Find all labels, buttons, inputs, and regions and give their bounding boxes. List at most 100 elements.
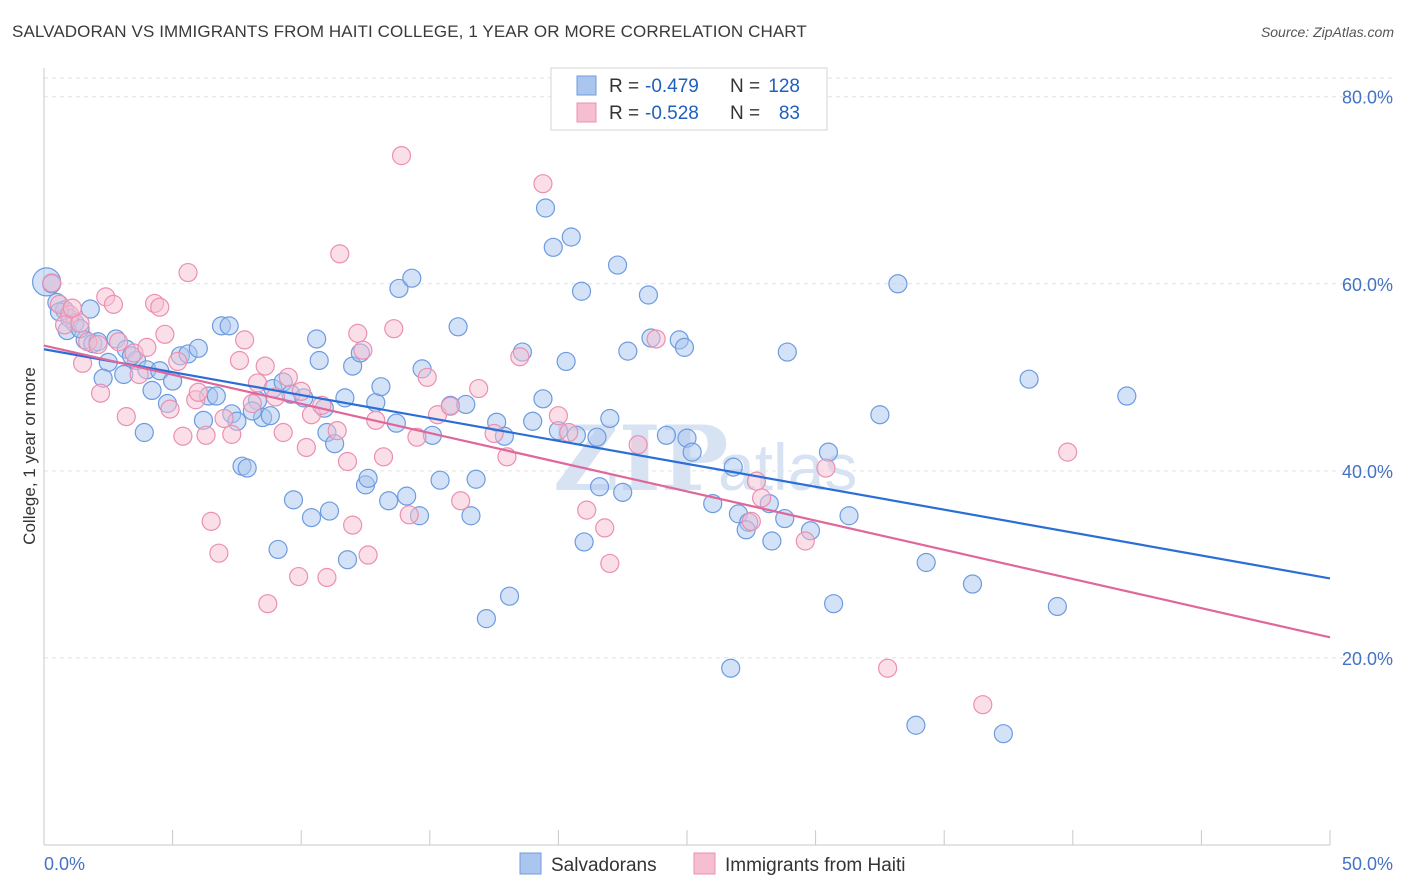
data-point-salvadorans [134, 422, 154, 443]
data-point-haiti [178, 262, 198, 283]
data-point-salvadorans [397, 486, 417, 506]
data-point-salvadorans [571, 281, 592, 301]
data-point-haiti [155, 324, 175, 344]
data-point-haiti [42, 273, 62, 293]
data-point-salvadorans [1019, 369, 1039, 389]
data-point-haiti [417, 367, 437, 387]
data-point-haiti [258, 594, 278, 614]
data-point-salvadorans [607, 255, 628, 275]
data-point-salvadorans [188, 338, 208, 358]
data-point-salvadorans [523, 411, 543, 431]
legend-n-label-1: N = [730, 76, 760, 97]
data-point-haiti [168, 351, 188, 372]
y-tick-labels: 20.0% 40.0% 60.0% 80.0% [1342, 88, 1393, 669]
data-point-salvadorans [307, 329, 327, 349]
watermark: ZIP atlas [553, 406, 857, 512]
y-tick-label: 40.0% [1342, 462, 1393, 482]
data-point-haiti [816, 458, 836, 478]
data-point-salvadorans [574, 532, 594, 552]
x-tick-label-max: 50.0% [1342, 854, 1393, 874]
data-point-haiti [137, 337, 157, 357]
legend-r-value-2: -0.528 [645, 103, 699, 124]
trend-line-haiti [43, 344, 1331, 639]
data-point-haiti [595, 518, 615, 538]
data-point-haiti [399, 505, 419, 525]
data-point-haiti [116, 407, 136, 427]
data-point-haiti [235, 330, 255, 350]
data-point-salvadorans [1117, 386, 1137, 406]
data-point-haiti [255, 356, 275, 376]
data-point-haiti [160, 399, 180, 419]
legend-n-label-2: N = [730, 103, 760, 124]
y-tick-label: 80.0% [1342, 88, 1393, 108]
data-point-haiti [348, 323, 368, 343]
data-point-haiti [70, 313, 90, 333]
data-point-salvadorans [448, 317, 468, 337]
data-point-salvadorans [430, 470, 450, 490]
data-point-salvadorans [870, 405, 890, 425]
legend-swatch-haiti [693, 852, 716, 875]
data-point-salvadorans [389, 278, 409, 299]
data-point-salvadorans [466, 469, 486, 489]
data-point-salvadorans [777, 342, 797, 362]
data-point-haiti [278, 367, 298, 387]
data-point-haiti [108, 332, 129, 352]
data-point-salvadorans [206, 386, 226, 406]
data-point-haiti [484, 423, 504, 444]
data-point-salvadorans [618, 341, 638, 361]
trend-line-salvadorans [43, 348, 1331, 580]
data-point-haiti [451, 491, 471, 511]
legend-r-label-2: R = [609, 103, 639, 124]
series-legend: Salvadorans Immigrants from Haiti [519, 852, 906, 876]
data-point-salvadorans [993, 724, 1013, 744]
series-salvadorans [31, 198, 1137, 744]
data-point-haiti [291, 381, 311, 401]
correlation-legend: R = -0.479 N = 128 R = -0.528 N = 83 [550, 67, 828, 131]
data-point-haiti [646, 329, 666, 349]
data-point-haiti [222, 424, 242, 444]
data-point-haiti [343, 515, 363, 535]
data-point-salvadorans [906, 715, 926, 735]
data-point-salvadorans [674, 337, 695, 357]
data-point-haiti [62, 298, 82, 318]
data-point-haiti [188, 382, 208, 402]
legend-r-value-1: -0.479 [645, 76, 699, 97]
data-point-salvadorans [600, 408, 620, 429]
data-point-salvadorans [499, 586, 520, 606]
data-point-haiti [327, 421, 347, 441]
data-point-haiti [201, 511, 221, 531]
data-point-haiti [229, 350, 250, 371]
data-point-salvadorans [219, 316, 239, 336]
data-point-salvadorans [721, 658, 741, 678]
data-point-salvadorans [543, 237, 563, 257]
data-point-salvadorans [656, 425, 677, 445]
data-point-salvadorans [561, 227, 581, 247]
data-point-haiti [103, 294, 124, 314]
data-point-salvadorans [888, 274, 908, 294]
data-point-haiti [559, 422, 579, 443]
data-point-haiti [358, 545, 378, 565]
data-point-salvadorans [283, 490, 304, 510]
data-point-haiti [384, 319, 404, 339]
data-point-salvadorans [268, 539, 288, 560]
data-point-salvadorans [556, 351, 576, 372]
data-point-salvadorans [1047, 596, 1067, 617]
data-point-salvadorans [476, 609, 496, 629]
data-point-salvadorans [535, 198, 556, 218]
data-point-salvadorans [962, 574, 983, 594]
data-point-haiti [548, 406, 569, 426]
data-point-haiti [741, 511, 761, 531]
y-tick-label: 60.0% [1342, 275, 1393, 295]
data-point-haiti [628, 435, 648, 455]
x-ticks [43, 830, 1331, 845]
data-point-haiti [353, 340, 373, 360]
y-axis-title: College, 1 year or more [20, 367, 39, 545]
watermark-zip: ZIP [553, 406, 728, 512]
trend-lines [43, 344, 1331, 639]
data-point-salvadorans [461, 506, 481, 526]
data-point-salvadorans [379, 491, 399, 511]
data-point-salvadorans [237, 458, 257, 478]
data-point-haiti [1058, 442, 1078, 462]
data-point-haiti [878, 658, 898, 678]
data-point-haiti [373, 447, 394, 467]
